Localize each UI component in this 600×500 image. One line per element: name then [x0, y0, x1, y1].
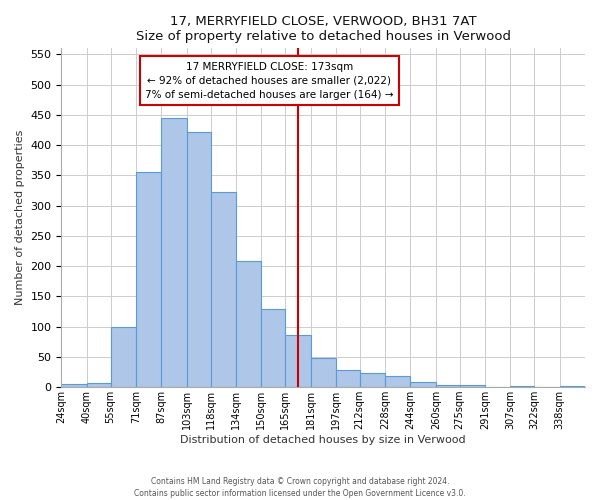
Bar: [511, 386, 534, 387]
Bar: [285, 335, 311, 387]
Bar: [410, 382, 436, 387]
Bar: [311, 358, 336, 387]
Title: 17, MERRYFIELD CLOSE, VERWOOD, BH31 7AT
Size of property relative to detached ho: 17, MERRYFIELD CLOSE, VERWOOD, BH31 7AT …: [136, 15, 511, 43]
Bar: [460, 386, 485, 387]
Bar: [262, 309, 285, 387]
Bar: [136, 172, 161, 387]
Bar: [236, 260, 262, 387]
Bar: [61, 384, 87, 387]
Bar: [87, 383, 110, 387]
Text: Contains HM Land Registry data © Crown copyright and database right 2024.
Contai: Contains HM Land Registry data © Crown c…: [134, 476, 466, 498]
Bar: [161, 118, 187, 387]
Text: 17 MERRYFIELD CLOSE: 173sqm
← 92% of detached houses are smaller (2,022)
7% of s: 17 MERRYFIELD CLOSE: 173sqm ← 92% of det…: [145, 62, 394, 100]
Bar: [187, 132, 211, 387]
Bar: [211, 192, 236, 387]
Y-axis label: Number of detached properties: Number of detached properties: [15, 130, 25, 306]
Bar: [485, 386, 511, 387]
Bar: [560, 386, 585, 387]
X-axis label: Distribution of detached houses by size in Verwood: Distribution of detached houses by size …: [181, 435, 466, 445]
Bar: [110, 326, 136, 387]
Bar: [336, 370, 359, 387]
Bar: [436, 384, 460, 387]
Bar: [359, 372, 385, 387]
Bar: [385, 376, 410, 387]
